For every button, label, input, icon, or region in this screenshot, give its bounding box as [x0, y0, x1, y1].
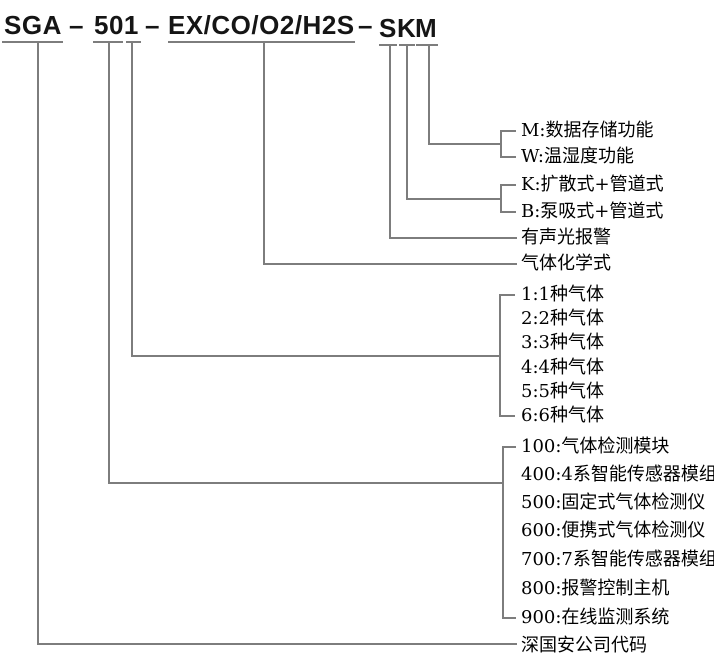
connector-option-m [428, 143, 502, 145]
bracket-gas-counts [499, 294, 501, 417]
bracket-gas-counts-tick-bottom [499, 415, 515, 417]
legend-item-series-100: 100:气体检测模块 [521, 436, 670, 457]
underline-option-m [416, 44, 438, 46]
dash-separator: – [358, 10, 373, 40]
legend-item-diffusion: K:扩散式+管道式 [521, 174, 664, 195]
legend-item-gas-count-4: 4:4种气体 [521, 357, 604, 378]
bracket-mw-tick-top [500, 130, 516, 132]
underline-option-s [379, 44, 397, 46]
leader-gas-count-line [131, 43, 133, 355]
connector-option-s [389, 237, 517, 239]
model-series-number: 501 [94, 10, 139, 40]
underline-gas-formula [168, 41, 355, 43]
legend-item-series-800: 800:报警控制主机 [521, 578, 670, 599]
model-option-s: S [379, 13, 397, 43]
underline-prefix [2, 41, 63, 43]
legend-item-formula: 气体化学式 [521, 253, 611, 274]
bracket-series [502, 446, 504, 619]
legend-item-gas-count-5: 5:5种气体 [521, 381, 604, 402]
underline-option-k [399, 44, 415, 46]
bracket-mw [500, 130, 502, 158]
legend-item-pump: B:泵吸式+管道式 [521, 201, 664, 222]
connector-company [37, 643, 517, 645]
bracket-kb-tick-top [500, 184, 516, 186]
legend-item-humidity: W:温湿度功能 [521, 146, 635, 167]
legend-item-series-900: 900:在线监测系统 [521, 607, 670, 628]
leader-option-s-line [389, 46, 391, 237]
dash-separator: – [69, 10, 84, 40]
bracket-series-tick-bottom [502, 617, 516, 619]
bracket-series-tick-top [502, 446, 516, 448]
bracket-kb [500, 184, 502, 213]
bracket-mw-tick-bottom [500, 156, 516, 158]
model-gas-formula: EX/CO/O2/H2S [168, 10, 355, 40]
legend-item-gas-count-3: 3:3种气体 [521, 332, 604, 353]
leader-formula-line [263, 43, 265, 263]
bracket-gas-counts-tick-top [499, 294, 515, 296]
legend-item-company: 深国安公司代码 [521, 635, 647, 656]
model-prefix: SGA [4, 10, 62, 40]
legend-item-storage: M:数据存储功能 [521, 120, 654, 141]
model-option-m: M [415, 13, 438, 43]
leader-option-k-line [406, 46, 408, 198]
legend-item-alarm: 有声光报警 [521, 227, 611, 248]
legend-item-gas-count-6: 6:6种气体 [521, 405, 604, 426]
underline-series [93, 41, 123, 43]
underline-gas-count-digit [126, 41, 141, 43]
model-option-k: K [397, 13, 417, 43]
leader-series-line [108, 43, 110, 482]
leader-prefix-line [37, 43, 39, 643]
connector-option-k [406, 198, 502, 200]
leader-option-m-line [428, 46, 430, 143]
dash-separator: – [145, 10, 160, 40]
legend-item-series-600: 600:便携式气体检测仪 [521, 520, 706, 541]
connector-series [108, 482, 504, 484]
bracket-kb-tick-bottom [500, 211, 516, 213]
connector-formula [263, 263, 517, 265]
legend-item-gas-count-1: 1:1种气体 [521, 284, 604, 305]
connector-gas-count [131, 355, 500, 357]
legend-item-series-400: 400:4系智能传感器模组 [521, 464, 714, 485]
legend-item-gas-count-2: 2:2种气体 [521, 308, 604, 329]
legend-item-series-700: 700:7系智能传感器模组 [521, 549, 714, 570]
legend-item-series-500: 500:固定式气体检测仪 [521, 492, 706, 513]
